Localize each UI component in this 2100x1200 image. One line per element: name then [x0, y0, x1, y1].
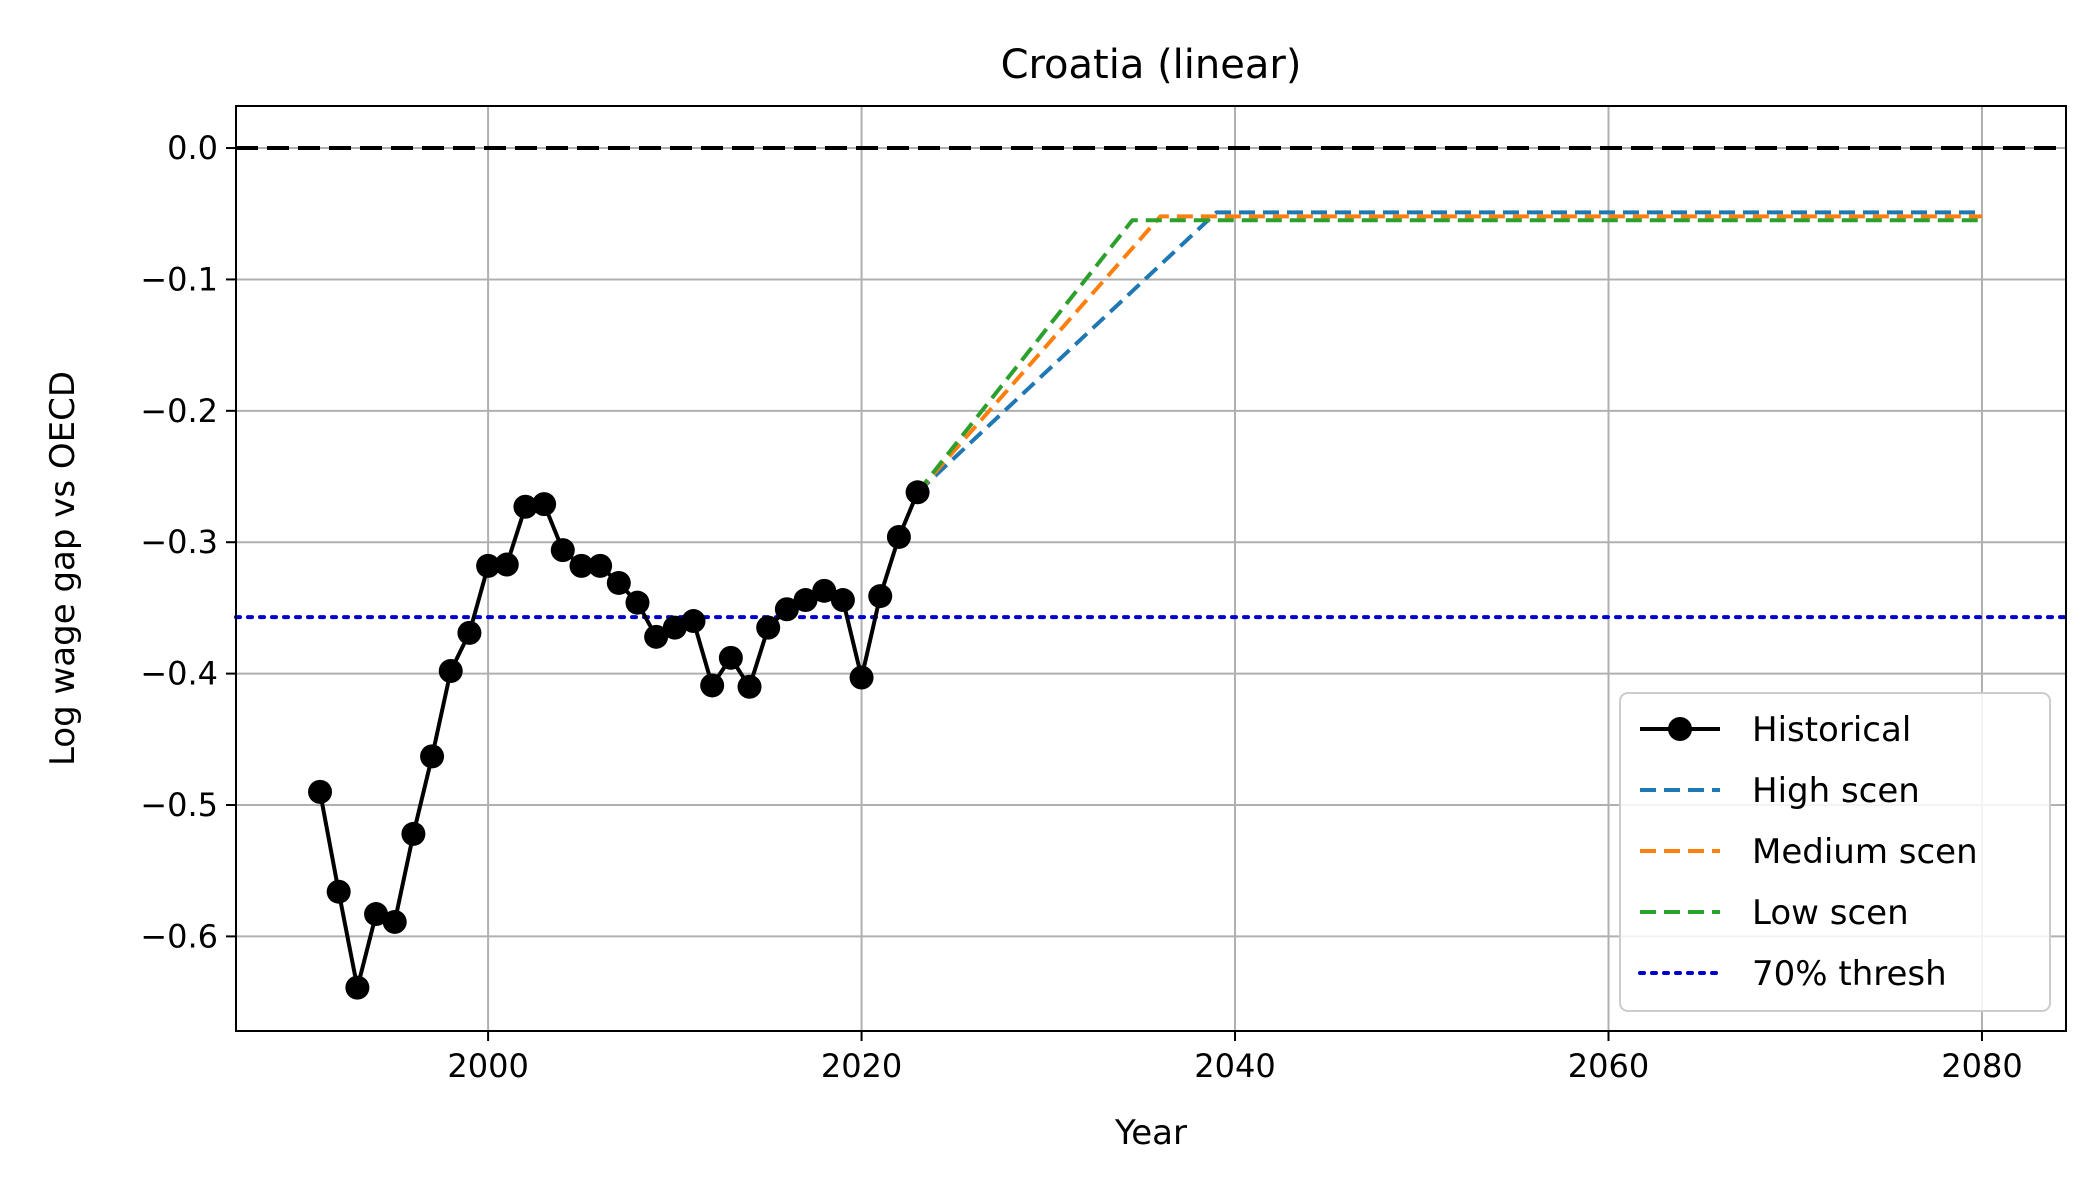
legend: Historical High scen Medium scen Low scen 70… [1619, 692, 2051, 1012]
x-tick-label: 2060 [1568, 1047, 1649, 1085]
legend-entry-label: Medium scen [1752, 832, 1978, 872]
legend-marker [1668, 717, 1692, 741]
data-point [681, 609, 706, 634]
data-point [756, 615, 781, 640]
chart-title: Croatia (linear) [1001, 42, 1302, 88]
data-point [588, 553, 613, 578]
data-point [326, 879, 351, 904]
data-point [644, 624, 669, 649]
low-scen-line [916, 218, 1982, 494]
x-tick-label: 2080 [1941, 1047, 2022, 1085]
data-point [905, 480, 930, 505]
data-point [606, 570, 631, 595]
data-point [812, 578, 837, 603]
legend-box [1619, 692, 2051, 1012]
data-point [774, 597, 799, 622]
data-point [868, 584, 893, 609]
data-point [737, 674, 762, 699]
axis-ticks: 2000 2020 2040 2060 2080 0.0 −0.1 −0.2 −0.3 −0.4 −… [140, 129, 2022, 1085]
data-point [718, 645, 743, 670]
y-tick-label: −0.2 [140, 392, 218, 430]
y-tick-label: 0.0 [167, 129, 218, 167]
legend-entry-label: Historical [1752, 710, 1911, 750]
data-point [550, 538, 575, 563]
y-tick-label: −0.4 [140, 655, 218, 693]
data-point [345, 975, 370, 1000]
data-point [662, 615, 687, 640]
y-tick-label: −0.6 [140, 917, 218, 955]
data-point [793, 588, 818, 613]
data-point [849, 665, 874, 690]
data-point [382, 909, 407, 934]
y-axis-label: Log wage gap vs OECD [43, 371, 83, 766]
data-point [364, 902, 389, 927]
data-point [625, 590, 650, 615]
x-tick-label: 2000 [447, 1047, 528, 1085]
legend-entry-label: Low scen [1752, 893, 1909, 933]
legend-entry-label: High scen [1752, 771, 1920, 811]
data-point [308, 779, 333, 804]
data-point [401, 821, 426, 846]
x-axis-label: Year [1114, 1113, 1187, 1153]
data-point [513, 494, 538, 519]
data-point [457, 620, 482, 645]
medium-scen-line [916, 214, 1982, 494]
x-tick-label: 2040 [1194, 1047, 1275, 1085]
data-point [476, 553, 501, 578]
data-point [830, 588, 855, 613]
plot-frame [235, 105, 2067, 1032]
data-point [438, 658, 463, 683]
data-point [420, 744, 445, 769]
y-tick-label: −0.3 [140, 523, 218, 561]
high-scen-line [916, 210, 1982, 494]
y-tick-label: −0.5 [140, 786, 218, 824]
reference-lines [234, 146, 2068, 620]
data-point [532, 492, 557, 517]
data-point [886, 524, 911, 549]
y-tick-label: −0.1 [140, 260, 218, 298]
data-point [494, 552, 519, 577]
x-tick-label: 2020 [821, 1047, 902, 1085]
series-lines [308, 210, 1982, 1000]
data-point [700, 673, 725, 698]
legend-entry-label: 70% thresh [1752, 954, 1947, 994]
data-point [569, 553, 594, 578]
